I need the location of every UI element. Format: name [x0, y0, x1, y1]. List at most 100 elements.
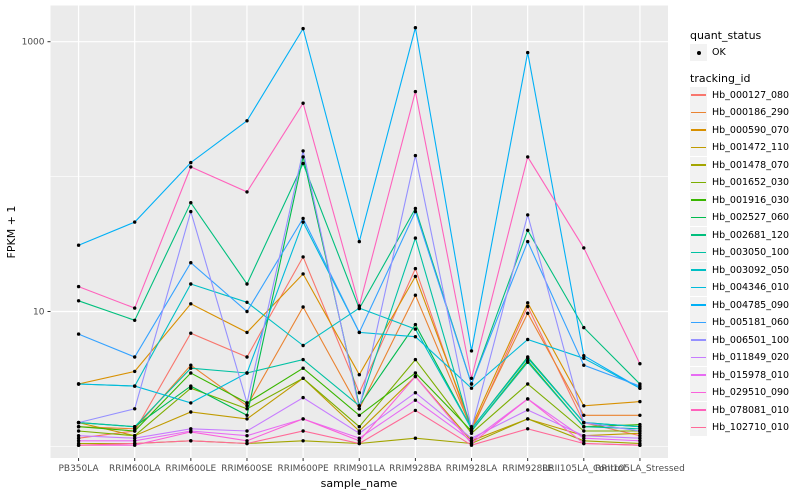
data-point: [245, 407, 249, 411]
data-point: [582, 436, 586, 440]
legend-item-label: Hb_000127_080: [712, 89, 790, 101]
data-point: [189, 401, 193, 405]
data-point: [357, 404, 361, 408]
data-point: [413, 391, 418, 395]
data-point: [638, 399, 642, 404]
data-point: [245, 429, 249, 433]
data-point: [245, 417, 249, 421]
data-point: [245, 413, 249, 417]
legend-key: [690, 384, 707, 402]
data-point: [301, 395, 305, 400]
legend-line-swatch-icon: [691, 286, 706, 289]
legend-key: [690, 279, 707, 297]
legend-line-swatch-icon: [691, 129, 706, 131]
legend-item-Hb_006501_100: Hb_006501_100: [690, 331, 800, 350]
data-point: [76, 284, 81, 289]
data-point: [413, 274, 418, 279]
data-point: [245, 282, 249, 286]
legend-item-Hb_102710_010: Hb_102710_010: [690, 419, 800, 437]
data-point: [357, 413, 361, 417]
data-point: [413, 371, 418, 375]
legend-item-Hb_004346_010: Hb_004346_010: [690, 279, 800, 297]
x-tick-label: RRIM901LA: [334, 464, 386, 474]
legend-item-Hb_011849_020: Hb_011849_020: [690, 349, 800, 367]
data-point: [301, 161, 305, 166]
data-point: [469, 376, 474, 380]
legend-item-label: Hb_001472_110: [712, 142, 790, 154]
legend-line-swatch-icon: [691, 216, 706, 219]
legend-line-swatch-icon: [691, 391, 706, 394]
x-tick-label: RRIM928BA: [389, 464, 442, 474]
legend-item-Hb_015978_010: Hb_015978_010: [690, 366, 800, 385]
data-point: [189, 366, 193, 370]
legend-line-swatch-icon: [691, 164, 706, 166]
legend-key: [690, 314, 707, 332]
data-point: [189, 160, 193, 165]
legend-key: [690, 86, 707, 104]
data-point: [357, 441, 361, 446]
legend-line-swatch-icon: [691, 181, 706, 184]
data-point: [638, 425, 642, 429]
data-point: [245, 355, 249, 359]
data-point: [582, 404, 586, 408]
legend-item-Hb_000590_070: Hb_000590_070: [690, 121, 800, 140]
data-point: [638, 429, 642, 433]
x-tick-label: RRII105LA_Control: [542, 464, 625, 474]
legend-key: [690, 121, 707, 139]
legend-item-label: Hb_003050_100: [712, 247, 790, 259]
y-tick-label: 1000: [22, 38, 45, 48]
data-point: [469, 349, 474, 353]
legend-key: [690, 401, 707, 419]
data-point: [357, 431, 361, 435]
legend-line-swatch-icon: [691, 251, 706, 254]
legend-item-Hb_029510_090: Hb_029510_090: [690, 384, 800, 402]
data-point: [413, 153, 418, 158]
data-point: [413, 408, 418, 413]
data-point: [301, 216, 305, 221]
data-point: [526, 427, 530, 431]
data-point: [76, 420, 81, 425]
data-point: [301, 220, 305, 224]
legend-key: [690, 349, 707, 367]
legend-line-swatch-icon: [691, 356, 706, 359]
data-point: [582, 413, 586, 417]
data-point: [189, 261, 193, 265]
data-point: [133, 318, 137, 322]
legend-key: [690, 331, 707, 349]
data-point: [189, 165, 193, 169]
legend-key: [690, 104, 707, 122]
data-point: [189, 410, 193, 414]
data-point: [469, 436, 474, 440]
data-point: [357, 239, 361, 244]
data-point: [76, 332, 81, 336]
data-point: [469, 382, 474, 386]
legend-item-Hb_000186_290: Hb_000186_290: [690, 104, 800, 122]
legend-key: [690, 209, 707, 227]
data-point: [133, 436, 137, 440]
data-point: [189, 331, 193, 335]
legend-key: [690, 244, 707, 262]
data-point: [133, 425, 137, 429]
data-point: [76, 299, 81, 303]
data-point: [357, 439, 361, 443]
legend-item-Hb_001472_110: Hb_001472_110: [690, 139, 800, 157]
data-point: [638, 413, 642, 417]
data-point: [301, 439, 305, 443]
data-point: [189, 439, 193, 443]
data-point: [582, 325, 586, 330]
data-point: [245, 439, 249, 443]
data-point: [526, 408, 530, 412]
data-point: [357, 373, 361, 377]
data-point: [526, 311, 530, 315]
data-point: [582, 429, 586, 433]
data-point: [582, 439, 586, 443]
data-point: [245, 441, 249, 446]
data-point: [76, 382, 81, 386]
data-point: [301, 272, 305, 276]
data-point: [526, 382, 530, 386]
data-point: [638, 434, 642, 438]
data-point: [189, 430, 193, 434]
legend-item-label: Hb_078081_010: [712, 404, 790, 416]
data-point: [413, 374, 418, 379]
